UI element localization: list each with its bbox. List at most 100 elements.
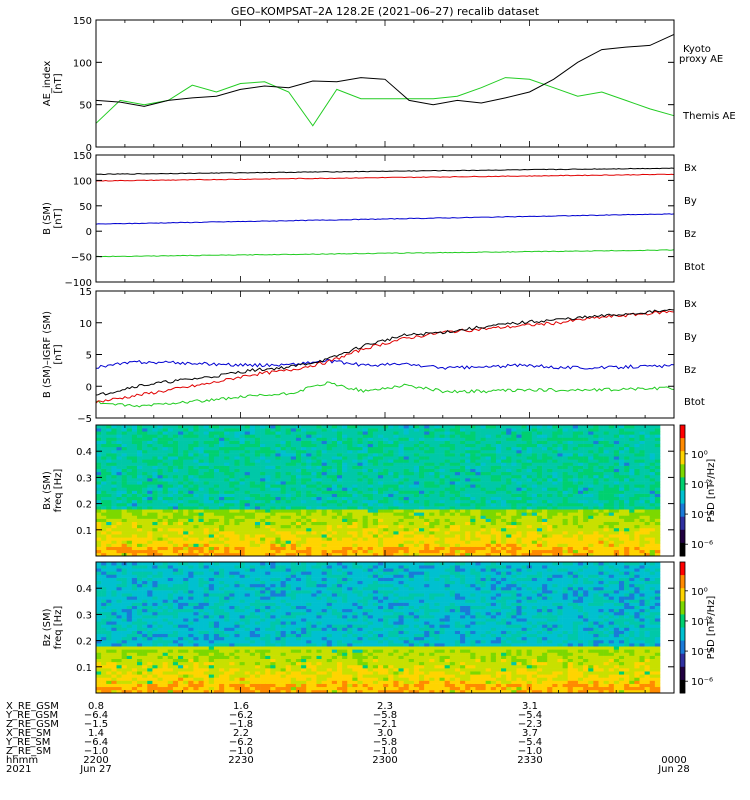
psd-cell	[285, 459, 292, 463]
psd-cell	[265, 540, 271, 544]
psd-cell	[157, 540, 163, 544]
psd-cell	[301, 515, 307, 519]
psd-cell	[265, 552, 271, 557]
psd-cell	[101, 524, 107, 529]
psd-cell	[208, 512, 215, 516]
psd-cell	[280, 527, 287, 532]
psd-cell	[295, 456, 302, 460]
psd-cell	[270, 546, 276, 551]
psd-cell	[654, 425, 661, 429]
psd-cell	[383, 537, 389, 541]
psd-cell	[583, 552, 589, 557]
psd-cell	[408, 490, 415, 494]
psd-cell	[516, 549, 522, 554]
psd-cell	[367, 481, 374, 485]
psd-cell	[142, 443, 148, 448]
psd-cell	[649, 484, 656, 488]
psd-cell	[603, 552, 610, 557]
psd-cell	[167, 521, 174, 526]
psd-cell	[285, 496, 292, 501]
psd-cell	[203, 546, 210, 551]
psd-cell	[634, 512, 640, 516]
psd-cell	[506, 437, 512, 441]
psd-cell	[378, 449, 384, 454]
psd-cell	[131, 425, 138, 429]
psd-cell	[367, 443, 374, 448]
psd-cell	[147, 481, 153, 485]
psd-cell	[147, 543, 153, 547]
psd-cell	[413, 465, 420, 469]
psd-cell	[249, 499, 256, 504]
psd-cell	[506, 425, 512, 429]
psd-cell	[495, 428, 502, 432]
psd-cell	[444, 512, 451, 516]
psd-cell	[593, 515, 599, 519]
psd-cell	[419, 493, 425, 498]
psd-cell	[101, 471, 107, 476]
psd-cell	[567, 506, 574, 510]
psd-cell	[398, 499, 404, 504]
psd-cell	[203, 509, 210, 513]
psd-cell	[547, 481, 553, 485]
psd-cell	[239, 487, 245, 491]
psd-cell	[265, 425, 271, 429]
psd-cell	[506, 456, 512, 460]
psd-cell	[526, 481, 533, 485]
psd-cell	[536, 471, 543, 476]
psd-cell	[439, 428, 445, 432]
psd-cell	[439, 502, 445, 507]
psd-cell	[208, 496, 215, 501]
psd-cell	[106, 502, 112, 507]
psd-cell	[111, 468, 117, 473]
psd-cell	[588, 440, 594, 445]
psd-cell	[224, 468, 230, 473]
psd-cell	[96, 602, 102, 606]
psd-cell	[213, 478, 220, 482]
psd-cell	[598, 440, 604, 445]
psd-cell	[439, 453, 445, 457]
psd-cell	[372, 440, 379, 445]
psd-cell	[224, 428, 230, 432]
psd-cell	[618, 493, 625, 498]
psd-cell	[219, 443, 225, 448]
psd-cell	[224, 546, 230, 551]
psd-cell	[167, 468, 174, 473]
psd-cell	[285, 471, 292, 476]
psd-cell	[157, 465, 163, 469]
psd-cell	[331, 493, 338, 498]
psd-cell	[470, 531, 476, 535]
psd-cell	[147, 499, 153, 504]
psd-cell	[342, 487, 348, 491]
psd-cell	[126, 502, 133, 507]
psd-cell	[639, 499, 645, 504]
psd-cell	[618, 521, 625, 526]
psd-cell	[634, 490, 640, 494]
psd-cell	[531, 428, 538, 432]
psd-cell	[352, 474, 358, 479]
psd-cell	[224, 543, 230, 547]
psd-cell	[613, 437, 620, 441]
psd-cell	[203, 521, 210, 526]
psd-cell	[511, 453, 517, 457]
psd-cell	[219, 446, 225, 451]
psd-cell	[362, 499, 369, 504]
psd-cell	[419, 428, 425, 432]
psd-cell	[280, 478, 287, 482]
psd-cell	[547, 515, 553, 519]
psd-cell	[183, 456, 189, 460]
psd-cell	[388, 437, 394, 441]
psd-cell	[306, 437, 312, 441]
psd-cell	[511, 493, 517, 498]
psd-cell	[516, 484, 522, 488]
psd-cell	[506, 537, 512, 541]
psd-cell	[147, 468, 153, 473]
psd-cell	[557, 443, 563, 448]
psd-cell	[265, 440, 271, 445]
psd-cell	[552, 543, 558, 547]
psd-cell	[208, 456, 215, 460]
psd-cell	[101, 661, 107, 666]
psd-cell	[306, 484, 312, 488]
psd-cell	[654, 506, 661, 510]
psd-cell	[408, 518, 415, 522]
psd-cell	[501, 496, 507, 501]
